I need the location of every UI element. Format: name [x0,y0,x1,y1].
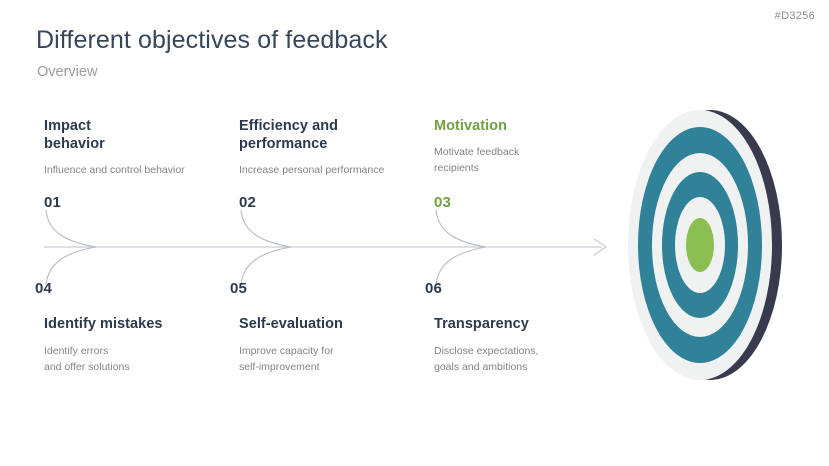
target-bullseye [686,218,714,272]
step-03-heading: Motivation [434,118,507,134]
step-02-heading: Efficiency and performance [239,118,339,152]
step-04[interactable]: 04 Identify mistakes Identify errors and… [35,281,225,381]
step-04-number: 04 [35,280,53,297]
step-06-number: 06 [425,280,443,297]
step-04-description: Identify errors and offer solutions [44,345,130,373]
connector-03 [435,209,487,248]
page-title: Different objectives of feedback [36,26,388,54]
step-06[interactable]: 06 Transparency Disclose expectations, g… [425,281,615,381]
step-01-description: Influence and control behavior [44,164,185,176]
step-01-heading: Impact behavior [44,118,105,152]
timeline-arrowhead [593,238,607,256]
step-02[interactable]: Efficiency and performance Increase pers… [239,117,429,212]
step-06-heading: Transparency [434,316,529,332]
step-05-number: 05 [230,280,248,297]
connector-04 [45,246,97,286]
bullseye-target-icon [628,110,782,380]
step-05-description: Improve capacity for self-improvement [239,345,334,373]
step-02-description: Increase personal performance [239,164,385,176]
connector-01 [45,209,97,248]
step-03[interactable]: Motivation Motivate feedback recipients … [434,117,624,212]
slide-code: #D3256 [774,10,815,22]
step-05-heading: Self-evaluation [239,316,343,332]
connector-05 [240,246,292,286]
step-04-heading: Identify mistakes [44,316,163,332]
step-01-number: 01 [44,194,62,211]
step-02-number: 02 [239,194,257,211]
step-03-number: 03 [434,194,452,211]
step-03-description: Motivate feedback recipients [434,146,520,174]
connector-06 [435,246,487,286]
step-05[interactable]: 05 Self-evaluation Improve capacity for … [230,281,420,381]
step-01[interactable]: Impact behavior Influence and control be… [44,117,234,212]
step-06-description: Disclose expectations, goals and ambitio… [434,345,539,373]
page-subtitle: Overview [37,64,98,80]
connector-02 [240,209,292,248]
